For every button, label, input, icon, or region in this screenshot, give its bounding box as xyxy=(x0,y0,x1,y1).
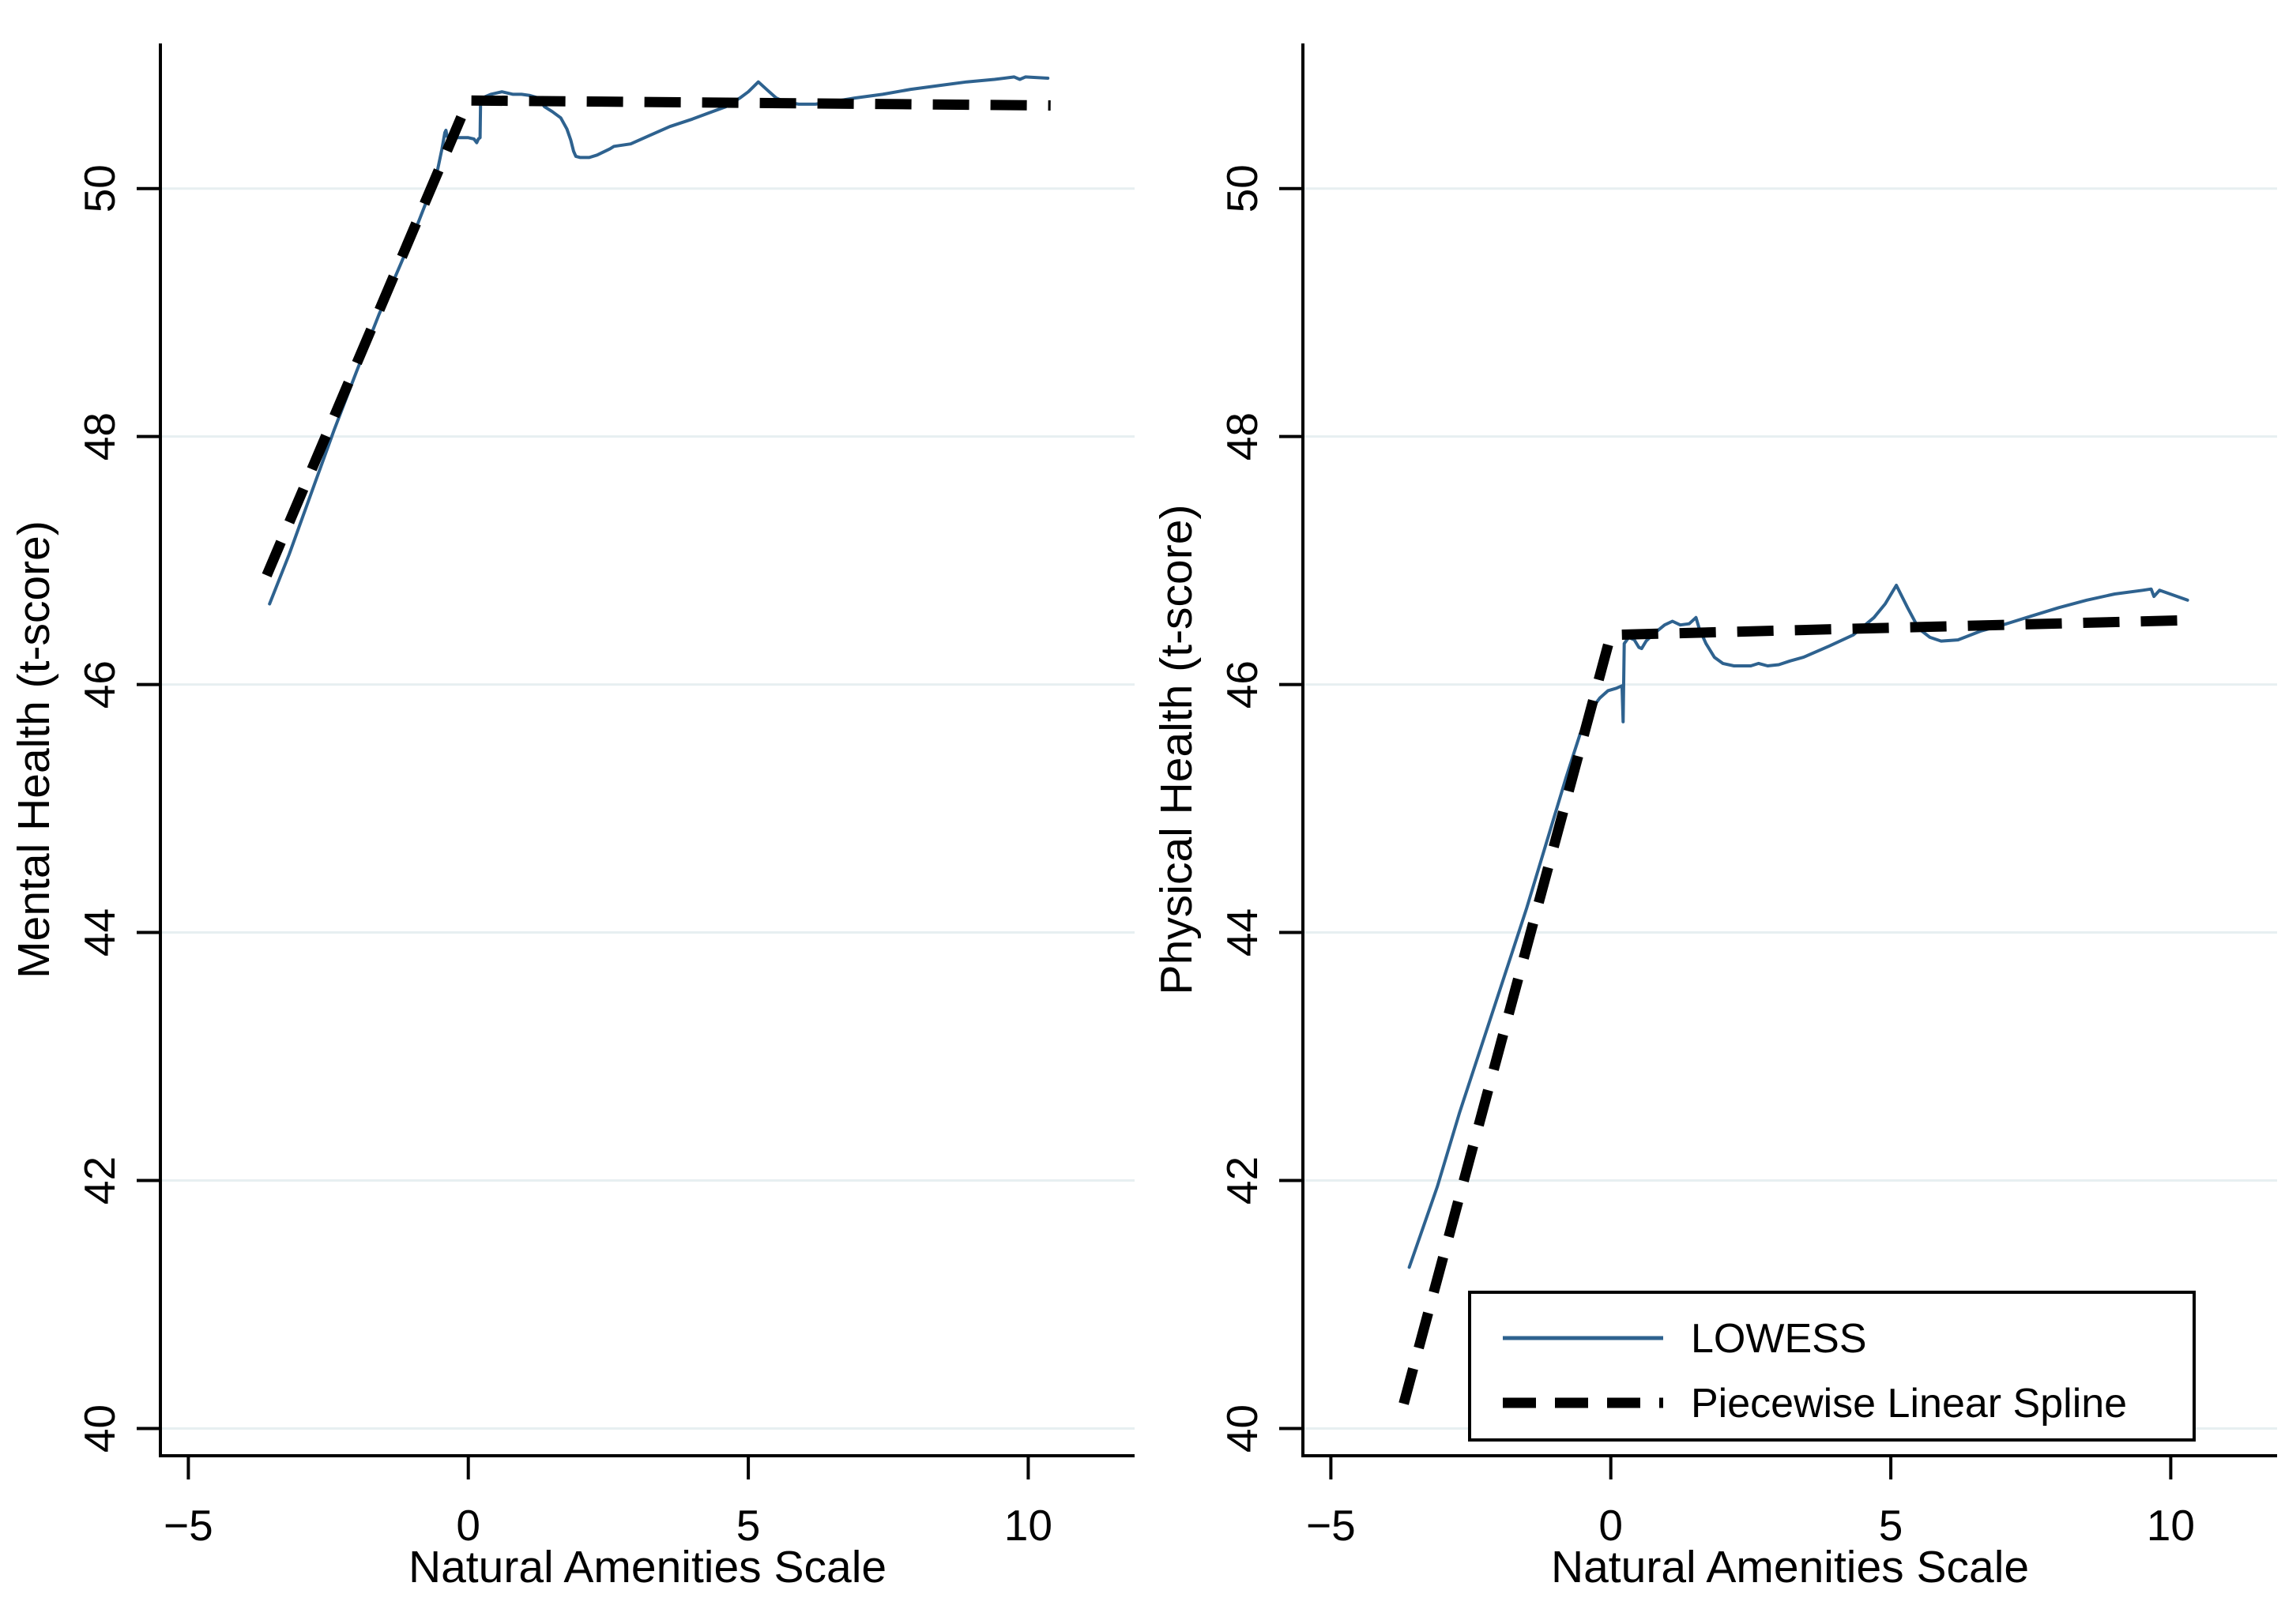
panel-physical-health: 40 42 44 46 48 50 −5 0 5 10 Natural Amenities Scal… xyxy=(1151,43,2277,1592)
y-axis-title: Physical Health (t-score) xyxy=(1151,505,1202,995)
x-axis-title: Natural Amenities Scale xyxy=(1551,1542,2029,1592)
panel-mental-health: 40 42 44 46 48 50 −5 0 5 10 Natural Amenities Scal… xyxy=(9,43,1135,1592)
x-tick-label: 0 xyxy=(456,1501,480,1550)
legend-spline-label: Piecewise Linear Spline xyxy=(1691,1381,2127,1427)
x-tick-label: −5 xyxy=(1306,1501,1356,1550)
legend-box xyxy=(1468,1291,2196,1442)
y-tick-label: 48 xyxy=(1218,412,1267,461)
y-tick-label: 42 xyxy=(75,1156,124,1205)
x-tick-label: 5 xyxy=(736,1501,761,1550)
y-tick-label: 46 xyxy=(1218,660,1267,709)
legend: LOWESS Piecewise Linear Spline xyxy=(1468,1291,2196,1442)
x-tick-label: 5 xyxy=(1879,1501,1903,1550)
x-tick-label: 10 xyxy=(2147,1501,2195,1550)
y-tick-label: 42 xyxy=(1218,1156,1267,1205)
y-tick-label: 44 xyxy=(1218,908,1267,957)
legend-lowess-label: LOWESS xyxy=(1691,1316,1867,1362)
y-tick-label: 50 xyxy=(75,164,124,212)
spline-curve xyxy=(1398,615,2193,1405)
y-tick-label: 40 xyxy=(1218,1404,1267,1453)
x-tick-label: −5 xyxy=(164,1501,213,1550)
x-axis-title: Natural Amenities Scale xyxy=(408,1542,887,1592)
y-tick-label: 44 xyxy=(75,908,124,957)
y-tick-label: 46 xyxy=(75,660,124,709)
lowess-curve xyxy=(268,75,1050,606)
y-tick-label: 50 xyxy=(1218,164,1267,212)
x-tick-label: 0 xyxy=(1598,1501,1623,1550)
y-axis-title: Mental Health (t-score) xyxy=(9,521,59,979)
y-tick-label: 40 xyxy=(75,1404,124,1453)
y-tick-label: 48 xyxy=(75,412,124,461)
x-tick-label: 10 xyxy=(1004,1501,1052,1550)
